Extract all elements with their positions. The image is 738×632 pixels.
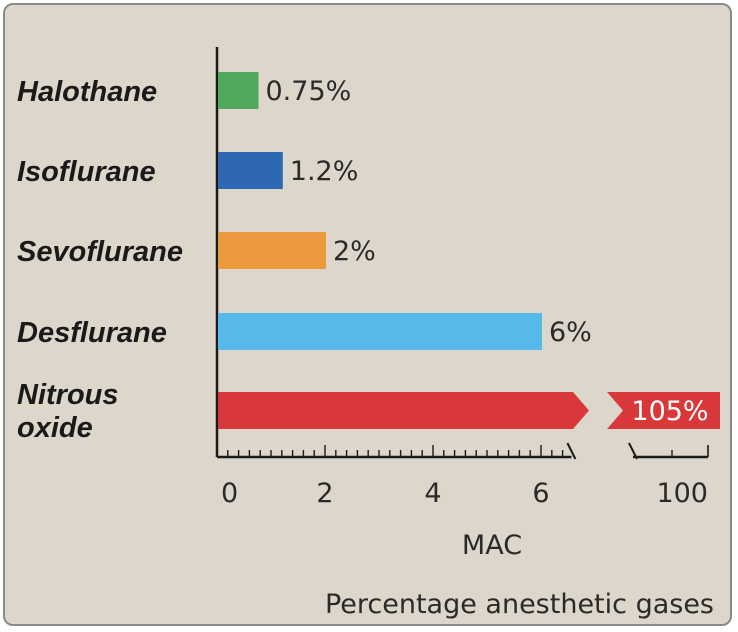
- bar: [218, 392, 589, 429]
- x-axis-title: MAC: [462, 530, 522, 561]
- value-label: 105%: [631, 396, 708, 427]
- category-label: Sevoflurane: [17, 236, 183, 268]
- x-tick-label: 2: [316, 478, 333, 509]
- x-tick-label: 4: [424, 478, 441, 509]
- x-tick-label: 0: [221, 478, 238, 509]
- value-label: 6%: [549, 317, 592, 348]
- bar: [218, 313, 542, 350]
- category-label: Desflurane: [17, 317, 167, 349]
- axis-break-mark: [628, 442, 638, 460]
- labels: 0 2 4 6 100 0.75% Halothane 1.2% Isoflurane 2% Sev…: [17, 76, 709, 509]
- axes: [215, 47, 709, 460]
- category-label: Isoflurane: [17, 156, 156, 188]
- category-label: Nitrous oxide: [17, 379, 119, 444]
- value-label: 2%: [333, 236, 376, 267]
- chart-caption: Percentage anesthetic gases: [325, 589, 714, 620]
- bar: [218, 72, 259, 109]
- x-tick-label: 100: [656, 478, 708, 509]
- chart-frame: 0 2 4 6 100 0.75% Halothane 1.2% Isoflurane 2% Sev…: [3, 3, 732, 626]
- bars: [218, 72, 720, 429]
- category-label: Halothane: [17, 76, 157, 108]
- value-label: 1.2%: [290, 156, 359, 187]
- x-tick-label: 6: [532, 478, 549, 509]
- bar: [607, 392, 720, 429]
- bar: [218, 152, 283, 189]
- axis-break-mark: [566, 442, 577, 460]
- bar: [218, 232, 326, 269]
- value-label: 0.75%: [266, 76, 352, 107]
- anesthetic-mac-bar-chart: 0 2 4 6 100 0.75% Halothane 1.2% Isoflurane 2% Sev…: [17, 47, 720, 620]
